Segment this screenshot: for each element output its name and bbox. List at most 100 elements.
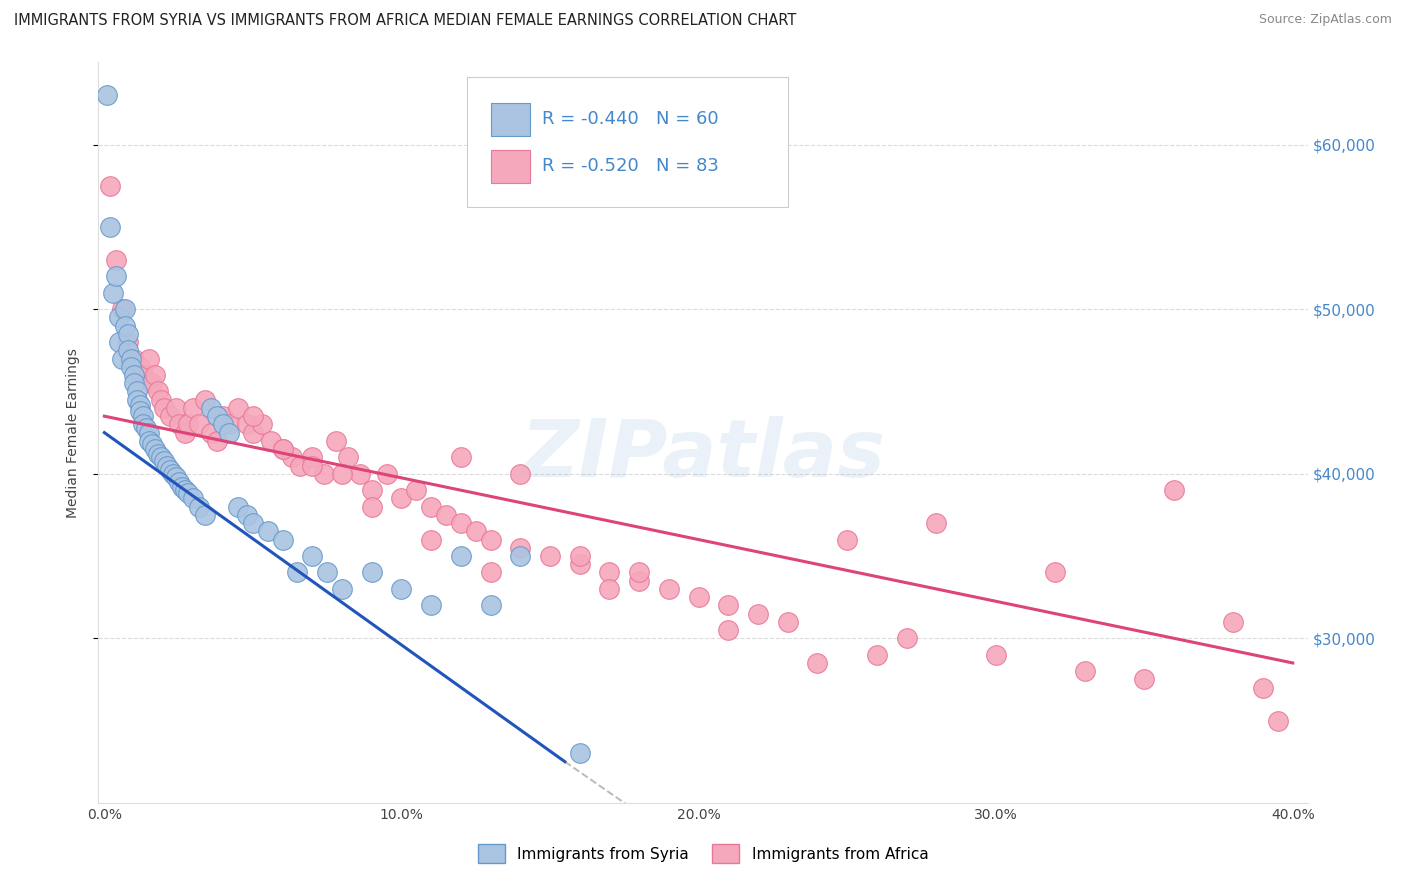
Point (108, 310, 131, 325)
FancyBboxPatch shape (467, 78, 787, 207)
Point (111, 351, 134, 366)
Point (1222, 615, 1244, 629)
Point (450, 549, 472, 563)
Point (105, 252, 128, 267)
Point (776, 615, 799, 629)
Point (162, 467, 184, 481)
Point (218, 425, 240, 440)
Point (330, 467, 353, 481)
Point (165, 470, 187, 484)
Point (159, 463, 181, 477)
Point (271, 442, 294, 456)
Point (405, 483, 427, 498)
Point (207, 409, 229, 424)
Text: Source: ZipAtlas.com: Source: ZipAtlas.com (1258, 13, 1392, 27)
Point (183, 491, 205, 506)
Point (212, 417, 235, 432)
Point (280, 450, 302, 465)
Point (866, 648, 889, 662)
Point (1251, 681, 1274, 695)
Point (159, 409, 181, 424)
Point (149, 450, 172, 465)
Text: R = -0.520   N = 83: R = -0.520 N = 83 (543, 157, 718, 175)
Point (188, 500, 211, 514)
Point (806, 656, 828, 670)
Point (165, 401, 187, 415)
Point (176, 486, 198, 500)
Point (156, 458, 179, 473)
Point (152, 453, 174, 467)
Point (146, 384, 169, 399)
Point (226, 500, 249, 514)
Legend: Immigrants from Syria, Immigrants from Africa: Immigrants from Syria, Immigrants from A… (471, 838, 935, 869)
Point (598, 582, 620, 596)
Point (420, 500, 443, 514)
Point (194, 392, 217, 407)
Point (925, 516, 948, 530)
Point (173, 483, 195, 498)
Point (260, 434, 283, 448)
Point (143, 368, 166, 382)
Point (242, 425, 264, 440)
Point (325, 434, 347, 448)
FancyBboxPatch shape (492, 150, 530, 183)
Point (250, 417, 273, 432)
Point (141, 437, 163, 451)
Point (479, 566, 502, 580)
Point (141, 376, 163, 391)
Point (122, 351, 145, 366)
Point (129, 404, 152, 418)
Point (256, 524, 278, 539)
Point (717, 599, 740, 613)
Point (538, 549, 561, 563)
Point (173, 425, 195, 440)
Point (330, 582, 353, 596)
Point (271, 442, 294, 456)
Point (301, 549, 323, 563)
Point (200, 425, 222, 440)
Point (290, 458, 312, 473)
Point (96, 88, 118, 103)
Point (391, 491, 413, 506)
Point (108, 335, 131, 350)
Y-axis label: Median Female Earnings: Median Female Earnings (66, 348, 80, 517)
Point (138, 434, 160, 448)
Point (125, 384, 148, 399)
Point (835, 533, 858, 547)
Point (420, 533, 443, 547)
Point (509, 541, 531, 555)
Point (1043, 566, 1066, 580)
Point (111, 302, 134, 317)
Point (138, 351, 160, 366)
Point (170, 480, 193, 494)
Point (212, 409, 235, 424)
Point (120, 351, 142, 366)
Point (360, 566, 382, 580)
Point (1074, 664, 1097, 678)
Point (149, 392, 172, 407)
Point (138, 425, 160, 440)
Point (271, 533, 294, 547)
Point (568, 549, 591, 563)
Point (194, 508, 217, 522)
Point (287, 566, 309, 580)
Point (125, 392, 148, 407)
Text: R = -0.440   N = 60: R = -0.440 N = 60 (543, 111, 718, 128)
Point (183, 401, 205, 415)
Point (420, 599, 443, 613)
Point (1133, 673, 1156, 687)
Point (132, 409, 155, 424)
Point (658, 582, 681, 596)
Point (349, 467, 371, 481)
Point (152, 401, 174, 415)
Point (1267, 714, 1289, 728)
Point (568, 747, 591, 761)
Point (132, 417, 155, 432)
Point (143, 442, 166, 456)
Point (509, 549, 531, 563)
Point (117, 335, 139, 350)
Point (167, 417, 190, 432)
Point (479, 599, 502, 613)
Point (236, 508, 259, 522)
Point (984, 648, 1007, 662)
